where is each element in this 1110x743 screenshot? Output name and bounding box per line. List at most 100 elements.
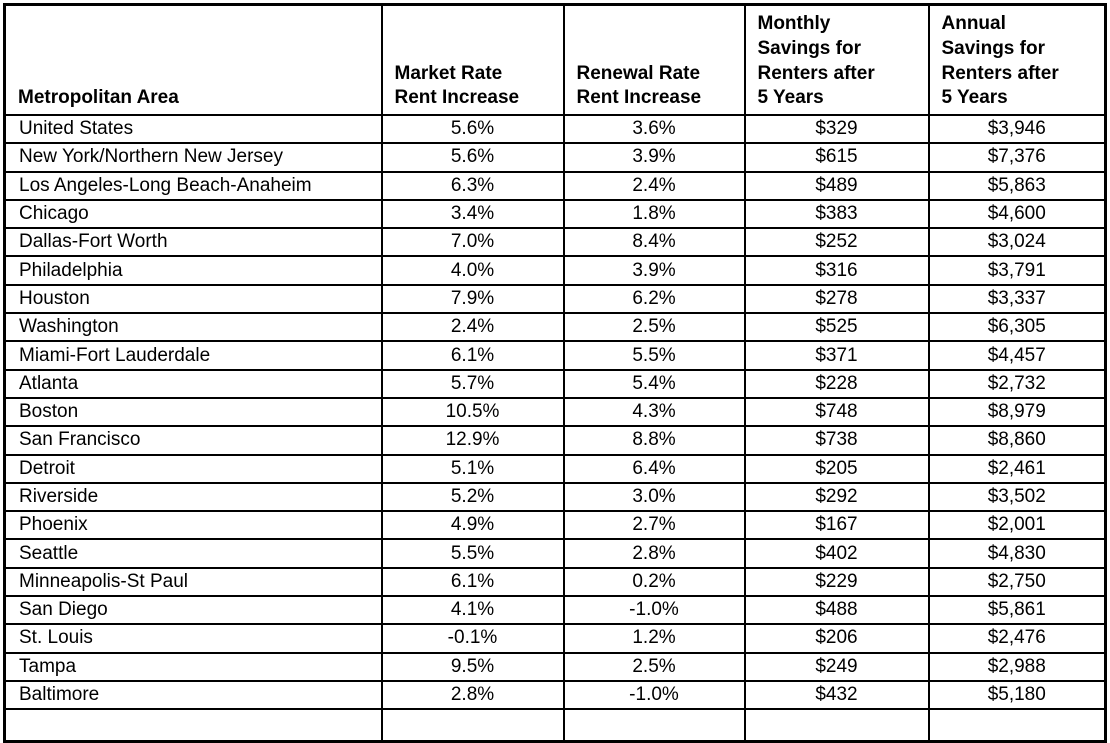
- column-header-monthly-savings: Monthly Savings for Renters after 5 Year…: [743, 3, 930, 116]
- cell-monthly_savings: $738: [743, 425, 930, 456]
- cell-annual_savings: $3,946: [927, 113, 1107, 145]
- cell-market_rate: 10.5%: [380, 396, 565, 428]
- cell-metro_area: Miami-Fort Lauderdale: [3, 340, 383, 371]
- cell-metro_area: United States: [3, 113, 383, 145]
- cell-renewal_rate: 3.9%: [562, 142, 746, 173]
- rent-savings-table: Metropolitan Area Market Rate Rent Incre…: [3, 3, 1107, 743]
- cell-renewal_rate: -1.0%: [562, 595, 746, 626]
- cell-renewal_rate: 2.7%: [562, 510, 746, 541]
- cell-renewal_rate: -1.0%: [562, 679, 746, 711]
- cell-empty: [3, 708, 383, 743]
- cell-annual_savings: $3,024: [927, 227, 1107, 258]
- cell-renewal_rate: 3.0%: [562, 481, 746, 513]
- cell-metro_area: Dallas-Fort Worth: [3, 227, 383, 258]
- cell-annual_savings: $2,988: [927, 651, 1107, 682]
- cell-monthly_savings: $525: [743, 312, 930, 343]
- table-row: San Diego 4.1% -1.0% $488 $5,861: [3, 595, 1107, 626]
- cell-empty: [927, 708, 1107, 743]
- cell-metro_area: Riverside: [3, 481, 383, 513]
- table-body: United States 5.6% 3.6% $329 $3,946 New York/…: [3, 113, 1107, 743]
- cell-market_rate: 6.3%: [380, 170, 565, 201]
- table-row: Boston 10.5% 4.3% $748 $8,979: [3, 396, 1107, 428]
- cell-annual_savings: $3,791: [927, 255, 1107, 286]
- cell-market_rate: 7.9%: [380, 283, 565, 315]
- cell-renewal_rate: 6.2%: [562, 283, 746, 315]
- cell-metro_area: Houston: [3, 283, 383, 315]
- cell-metro_area: Philadelphia: [3, 255, 383, 286]
- cell-annual_savings: $2,001: [927, 510, 1107, 541]
- cell-metro_area: Baltimore: [3, 679, 383, 711]
- cell-metro_area: Minneapolis-St Paul: [3, 566, 383, 598]
- cell-renewal_rate: 2.5%: [562, 651, 746, 682]
- cell-market_rate: 3.4%: [380, 198, 565, 230]
- cell-monthly_savings: $432: [743, 679, 930, 711]
- table-row: New York/Northern New Jersey 5.6% 3.9% $615…: [3, 142, 1107, 173]
- cell-monthly_savings: $205: [743, 453, 930, 484]
- cell-monthly_savings: $167: [743, 510, 930, 541]
- cell-market_rate: 6.1%: [380, 340, 565, 371]
- cell-monthly_savings: $292: [743, 481, 930, 513]
- table-row: Houston 7.9% 6.2% $278 $3,337: [3, 283, 1107, 315]
- cell-annual_savings: $7,376: [927, 142, 1107, 173]
- cell-metro_area: St. Louis: [3, 623, 383, 654]
- cell-market_rate: 4.9%: [380, 510, 565, 541]
- cell-metro_area: New York/Northern New Jersey: [3, 142, 383, 173]
- cell-monthly_savings: $229: [743, 566, 930, 598]
- cell-metro_area: Chicago: [3, 198, 383, 230]
- cell-market_rate: 5.6%: [380, 142, 565, 173]
- cell-annual_savings: $5,180: [927, 679, 1107, 711]
- cell-market_rate: -0.1%: [380, 623, 565, 654]
- cell-market_rate: 4.0%: [380, 255, 565, 286]
- cell-renewal_rate: 1.8%: [562, 198, 746, 230]
- page: { "table": { "columns": [ { "key": "metr…: [3, 3, 1107, 743]
- table-row: Miami-Fort Lauderdale 6.1% 5.5% $371 $4,457: [3, 340, 1107, 371]
- cell-metro_area: Seattle: [3, 538, 383, 569]
- cell-renewal_rate: 2.8%: [562, 538, 746, 569]
- cell-market_rate: 5.5%: [380, 538, 565, 569]
- cell-market_rate: 2.8%: [380, 679, 565, 711]
- cell-annual_savings: $3,337: [927, 283, 1107, 315]
- cell-annual_savings: $2,476: [927, 623, 1107, 654]
- cell-renewal_rate: 0.2%: [562, 566, 746, 598]
- cell-empty: [380, 708, 565, 743]
- cell-monthly_savings: $488: [743, 595, 930, 626]
- cell-renewal_rate: 8.8%: [562, 425, 746, 456]
- cell-annual_savings: $2,750: [927, 566, 1107, 598]
- table-row: San Francisco 12.9% 8.8% $738 $8,860: [3, 425, 1107, 456]
- cell-monthly_savings: $316: [743, 255, 930, 286]
- cell-renewal_rate: 3.9%: [562, 255, 746, 286]
- cell-monthly_savings: $249: [743, 651, 930, 682]
- cell-renewal_rate: 5.5%: [562, 340, 746, 371]
- cell-metro_area: Boston: [3, 396, 383, 428]
- table-row-partial: [3, 708, 1107, 743]
- cell-monthly_savings: $278: [743, 283, 930, 315]
- cell-market_rate: 6.1%: [380, 566, 565, 598]
- cell-renewal_rate: 2.5%: [562, 312, 746, 343]
- cell-market_rate: 5.6%: [380, 113, 565, 145]
- cell-metro_area: San Diego: [3, 595, 383, 626]
- cell-monthly_savings: $228: [743, 368, 930, 399]
- column-header-renewal-rate: Renewal Rate Rent Increase: [562, 3, 746, 116]
- cell-annual_savings: $2,732: [927, 368, 1107, 399]
- cell-monthly_savings: $206: [743, 623, 930, 654]
- cell-monthly_savings: $489: [743, 170, 930, 201]
- cell-annual_savings: $8,979: [927, 396, 1107, 428]
- cell-annual_savings: $8,860: [927, 425, 1107, 456]
- cell-market_rate: 9.5%: [380, 651, 565, 682]
- cell-renewal_rate: 2.4%: [562, 170, 746, 201]
- cell-renewal_rate: 3.6%: [562, 113, 746, 145]
- column-header-metro-area: Metropolitan Area: [3, 3, 383, 116]
- cell-monthly_savings: $252: [743, 227, 930, 258]
- table-header: Metropolitan Area Market Rate Rent Incre…: [3, 3, 1107, 116]
- cell-annual_savings: $3,502: [927, 481, 1107, 513]
- cell-market_rate: 4.1%: [380, 595, 565, 626]
- cell-metro_area: Tampa: [3, 651, 383, 682]
- table-row: St. Louis -0.1% 1.2% $206 $2,476: [3, 623, 1107, 654]
- table-row: Chicago 3.4% 1.8% $383 $4,600: [3, 198, 1107, 230]
- table-row: Minneapolis-St Paul 6.1% 0.2% $229 $2,750: [3, 566, 1107, 598]
- cell-renewal_rate: 6.4%: [562, 453, 746, 484]
- table-row: Los Angeles-Long Beach-Anaheim 6.3% 2.4% $4…: [3, 170, 1107, 201]
- cell-market_rate: 5.2%: [380, 481, 565, 513]
- cell-annual_savings: $4,830: [927, 538, 1107, 569]
- table-row: Washington 2.4% 2.5% $525 $6,305: [3, 312, 1107, 343]
